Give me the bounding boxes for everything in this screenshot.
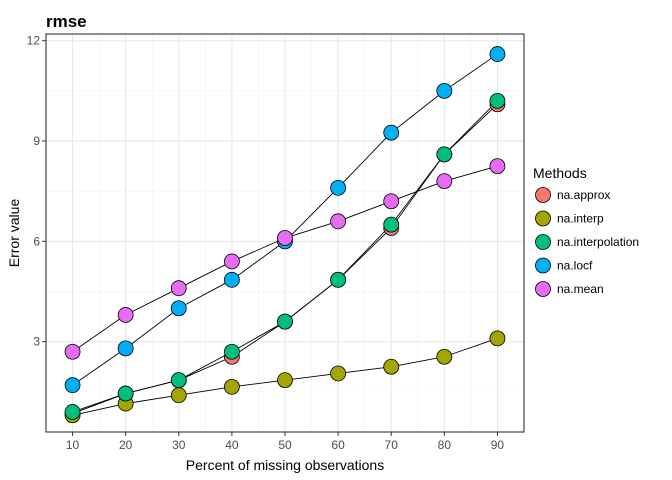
data-point-na-interpolation bbox=[277, 313, 293, 330]
data-point-na-interp bbox=[277, 372, 293, 389]
data-point-na-locf bbox=[436, 82, 453, 99]
x-axis-title: Percent of missing observations bbox=[186, 457, 384, 473]
data-point-na-locf bbox=[170, 300, 187, 317]
data-point-na-interpolation bbox=[64, 404, 81, 420]
data-point-na-interp bbox=[223, 378, 240, 395]
data-point-na-mean bbox=[436, 173, 453, 190]
x-tick-label: 30 bbox=[172, 438, 186, 452]
legend-label-na-locf: na.locf bbox=[557, 259, 593, 273]
x-tick-label: 70 bbox=[385, 438, 399, 452]
data-point-na-locf bbox=[117, 340, 134, 357]
data-point-na-interp bbox=[383, 358, 400, 375]
data-point-na-locf bbox=[489, 46, 506, 62]
series-points bbox=[64, 46, 506, 424]
data-point-na-interpolation bbox=[436, 146, 453, 163]
legend-key-na-interp bbox=[535, 210, 551, 227]
legend-key-na-mean bbox=[535, 281, 551, 297]
data-point-na-locf bbox=[383, 124, 400, 141]
legend-label-na-interpolation: na.interpolation bbox=[557, 235, 639, 249]
data-point-na-locf bbox=[64, 377, 81, 394]
data-point-na-interp bbox=[330, 365, 347, 382]
data-point-na-mean bbox=[383, 193, 400, 210]
data-point-na-mean bbox=[277, 230, 293, 246]
data-point-na-mean bbox=[330, 213, 347, 230]
x-tick-label: 20 bbox=[119, 438, 133, 452]
legend-label-na-mean: na.mean bbox=[557, 282, 604, 296]
data-point-na-locf bbox=[223, 271, 240, 288]
x-tick-label: 10 bbox=[66, 438, 80, 452]
legend-title: Methods bbox=[533, 165, 587, 181]
legend: Methods na.approx na.interp na.interpolati… bbox=[533, 165, 639, 297]
data-point-na-mean bbox=[117, 307, 134, 323]
legend-key-na-approx bbox=[535, 187, 551, 203]
data-point-na-interpolation bbox=[383, 216, 400, 233]
x-tick-label: 90 bbox=[491, 438, 505, 452]
data-point-na-interp bbox=[170, 387, 187, 404]
data-point-na-interpolation bbox=[117, 385, 134, 402]
legend-label-na-approx: na.approx bbox=[557, 188, 610, 202]
chart-title: rmse bbox=[46, 12, 87, 31]
x-tick-label: 40 bbox=[225, 438, 239, 452]
y-tick-label: 9 bbox=[33, 134, 40, 148]
x-tick-label: 80 bbox=[438, 438, 452, 452]
data-point-na-mean bbox=[170, 280, 187, 297]
data-point-na-interpolation bbox=[489, 92, 506, 109]
x-tick-label: 60 bbox=[331, 438, 345, 452]
data-point-na-interp bbox=[489, 330, 506, 347]
data-point-na-mean bbox=[64, 343, 81, 360]
data-point-na-mean bbox=[489, 158, 506, 175]
axes: 10 20 30 40 50 60 70 80 90 3 6 9 12 bbox=[27, 34, 505, 452]
data-point-na-interpolation bbox=[223, 343, 240, 360]
legend-key-na-locf bbox=[535, 257, 551, 274]
data-point-na-interpolation bbox=[170, 372, 187, 389]
x-tick-label: 50 bbox=[278, 438, 292, 452]
legend-label-na-interp: na.interp bbox=[557, 212, 604, 226]
y-tick-label: 12 bbox=[27, 34, 41, 48]
data-point-na-locf bbox=[330, 179, 347, 196]
y-tick-label: 6 bbox=[33, 234, 40, 248]
y-axis-title: Error value bbox=[6, 199, 22, 268]
y-tick-label: 3 bbox=[33, 335, 40, 349]
data-point-na-mean bbox=[223, 253, 240, 270]
data-point-na-interpolation bbox=[330, 271, 347, 288]
data-point-na-interp bbox=[436, 348, 453, 365]
legend-key-na-interpolation bbox=[535, 234, 551, 250]
